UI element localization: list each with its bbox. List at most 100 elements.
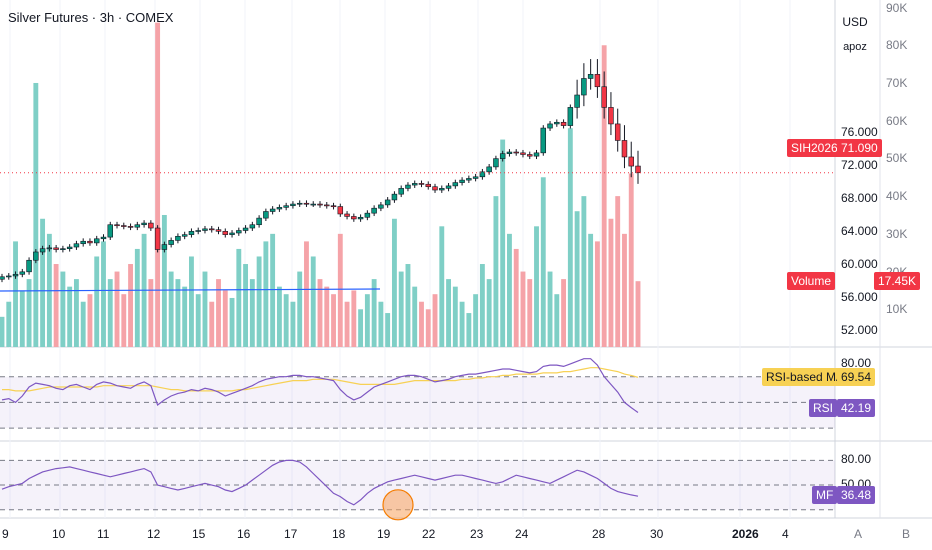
volume-bar [189,256,194,347]
trend-line [0,288,381,292]
volume-bar [40,218,46,347]
candle-body [472,176,479,179]
volume-bar [134,248,140,347]
volume-bar [67,286,73,347]
candle-body [303,202,310,205]
candle-body [601,86,607,108]
auto-scale-button[interactable]: A [853,527,862,541]
candle-body [384,199,391,206]
candle-body [181,234,188,237]
candle-body [330,205,337,208]
candle-body [114,224,120,227]
candle-body [371,207,377,214]
candle-body [80,240,86,245]
volume-bar [385,313,391,347]
candle-body [324,204,330,207]
volume-bar [33,82,39,347]
candle-body [520,152,526,155]
volume-bar [73,279,79,347]
time-tick-label: 22 [422,527,436,541]
volume-label-tag: Volume [787,272,836,290]
time-tick-label: 15 [192,527,206,541]
volume-bar [608,218,614,347]
volume-bar [270,233,276,347]
candle-body [425,183,431,188]
volume-bar [439,226,445,347]
time-axis[interactable]: 9 10 11 12 15 16 17 18 19 22 23 24 28 30 2026 4 [0,518,932,550]
rsi-ma-label-tag: RSI-based MA [762,368,849,386]
candle-body [236,230,242,234]
volume-bar [588,233,594,347]
volume-bar [60,271,66,347]
last-price-tag: 71.090 [837,139,882,157]
volume-bar [493,196,499,347]
volume-value-tag: 17.45K [874,272,921,290]
price-tick-label: 76.000 [841,125,878,140]
candle-body [33,251,39,261]
candle-body [452,182,459,187]
volume-bar [209,301,215,347]
volume-bar [479,264,485,347]
candle-body [432,186,438,191]
candle-body [405,184,411,189]
volume-bar [520,271,526,347]
price-tick-label: 72.000 [841,158,878,173]
candle-body [229,232,235,235]
candle-body [554,121,560,125]
volume-bar [446,279,451,347]
candle-body [628,156,634,167]
volume-bar [216,279,221,347]
volume-bar [358,309,364,347]
candle-body [249,224,256,229]
candle-body [560,121,567,126]
candle-body [66,246,73,249]
volume-bar [19,290,25,347]
volume-bar [276,286,282,347]
candle-body [161,244,168,250]
volume-tick-label: 90K [886,0,908,15]
candle-body [533,152,540,157]
candle-body [344,213,350,217]
chart-title: Silver Futures · 3h · COMEX [8,10,174,25]
volume-bar [297,271,303,347]
volume-bar [236,248,242,347]
volume-tick-label: 80K [886,38,908,53]
time-tick-label: 10 [52,527,66,541]
volume-tick-label: 30K [886,226,908,241]
currency-button[interactable]: USD [842,15,868,29]
volume-bar [425,309,431,347]
candle-body [6,275,12,278]
volume-bar [567,128,573,347]
rsi-line [1,358,639,413]
volume-bar [229,297,235,347]
candle-body [148,222,154,229]
candle-body [493,158,499,168]
candle-body [357,216,364,220]
volume-bar [466,313,472,347]
time-tick-label: 2026 [732,527,759,541]
volume-bar [574,211,580,347]
volume-bar [371,279,377,347]
candle-body [364,212,371,218]
candle-body [574,94,580,108]
time-tick-label: 23 [470,527,484,541]
volume-bar [331,294,336,347]
candle-body [209,228,215,231]
scale-button[interactable]: apoz [843,41,867,53]
candle-body [411,183,418,186]
candle-body [378,204,384,209]
volume-tick-label: 40K [886,189,908,204]
candle-body [445,185,452,189]
candle-body [141,222,147,226]
settings-b-button[interactable]: B [901,527,910,541]
time-tick-label: 17 [284,527,298,541]
candle-body [527,154,533,157]
candle-body [46,247,53,250]
candle-body [418,183,425,185]
candle-body [594,74,601,88]
candle-body [93,238,100,244]
volume-bar [0,316,5,347]
volume-bar [148,279,154,347]
oversold-highlight-circle [382,489,414,521]
